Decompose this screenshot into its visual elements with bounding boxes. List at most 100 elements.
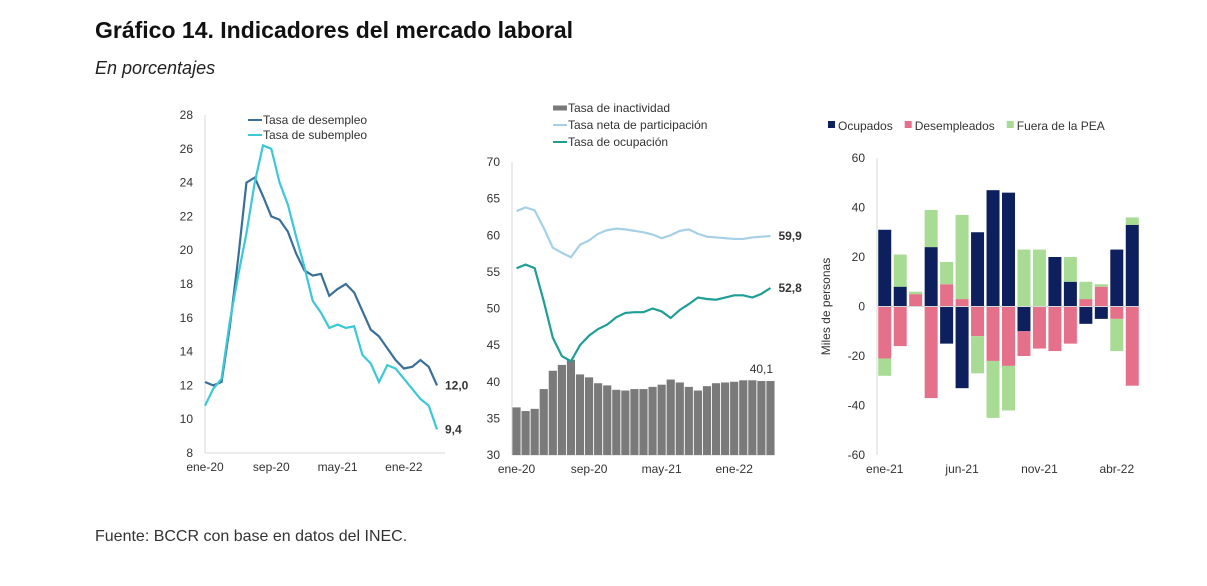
- bar-desempleados: [940, 284, 954, 307]
- bar-fuera-de-la-pea: [940, 261, 954, 285]
- bar-desempleados: [909, 294, 923, 307]
- bar-ocupados: [1079, 306, 1093, 324]
- bar-fuera-de-la-pea: [1063, 257, 1077, 282]
- y-tick-label: 60: [852, 151, 866, 165]
- bar-inactividad: [521, 411, 530, 455]
- bar-inactividad: [711, 383, 721, 455]
- bar-inactividad: [621, 390, 630, 455]
- bar-inactividad: [766, 381, 775, 455]
- bar-inactividad: [757, 381, 766, 455]
- x-tick-label: ene-21: [866, 462, 904, 476]
- bar-desempleados: [955, 299, 969, 307]
- bar-inactividad: [702, 386, 712, 455]
- y-tick-label: 20: [180, 243, 194, 257]
- legend-label: Ocupados: [838, 119, 893, 133]
- end-value-label: 59,9: [778, 229, 802, 243]
- chart-title: Gráfico 14. Indicadores del mercado labo…: [95, 17, 574, 43]
- legend-label: Tasa neta de participación: [568, 118, 707, 132]
- y-axis-label: Miles de personas: [819, 258, 833, 355]
- bar-desempleados: [1002, 306, 1015, 366]
- y-tick-label: 28: [180, 108, 194, 122]
- bar-desempleados: [1125, 306, 1139, 386]
- bar-desempleados: [1048, 306, 1062, 352]
- y-tick-label: 50: [487, 302, 501, 316]
- y-tick-label: 30: [487, 448, 501, 462]
- y-tick-label: 22: [180, 209, 194, 223]
- bar-desempleados: [986, 306, 1000, 361]
- bar-inactividad: [748, 380, 757, 455]
- y-tick-label: 18: [180, 277, 194, 291]
- bar-fuera-de-la-pea: [971, 336, 985, 374]
- bar-inactividad: [575, 374, 585, 455]
- x-tick-label: sep-20: [253, 460, 290, 474]
- x-tick-label: ene-20: [498, 462, 536, 476]
- source-note: Fuente: BCCR con base en datos del INEC.: [95, 528, 408, 545]
- bar-inactividad: [585, 377, 594, 455]
- y-tick-label: 10: [180, 412, 194, 426]
- line-tasa-de-ocupación: [516, 263, 772, 363]
- bar-ocupados: [878, 229, 892, 307]
- bar-fuera-de-la-pea: [878, 358, 892, 376]
- bar-desempleados: [971, 306, 985, 337]
- legend-label: Tasa de inactividad: [568, 101, 670, 115]
- y-tick-label: 60: [487, 228, 501, 242]
- y-tick-label: 24: [180, 176, 194, 190]
- bar-fuera-de-la-pea: [955, 214, 969, 300]
- bar-desempleados: [924, 306, 938, 399]
- x-tick-label: ene-22: [716, 462, 754, 476]
- bar-ocupados: [1094, 306, 1108, 319]
- y-tick-label: 16: [180, 311, 194, 325]
- bar-ocupados: [1110, 249, 1124, 307]
- y-tick-label: -60: [848, 448, 866, 462]
- bar-inactividad: [675, 382, 684, 455]
- bar-inactividad: [730, 381, 739, 455]
- bar-inactividad: [512, 407, 521, 455]
- bar-fuera-de-la-pea: [1017, 249, 1031, 307]
- chart-subtitle: En porcentajes: [95, 58, 216, 78]
- bar-fuera-de-la-pea: [1079, 281, 1093, 300]
- bar-desempleados: [1094, 286, 1108, 307]
- x-tick-label: nov-21: [1021, 462, 1058, 476]
- y-tick-label: 35: [487, 411, 501, 425]
- bar-fuera-de-la-pea: [1032, 249, 1046, 307]
- bar-ocupados: [971, 232, 985, 307]
- y-tick-label: 8: [186, 446, 193, 460]
- bar-inactividad: [539, 389, 548, 455]
- x-tick-label: sep-20: [571, 462, 608, 476]
- bar-inactividad: [657, 384, 666, 455]
- bar-ocupados: [955, 306, 969, 389]
- bar-inactividad: [739, 380, 748, 455]
- y-tick-label: -40: [848, 399, 866, 413]
- x-tick-label: ene-20: [186, 460, 224, 474]
- bar-desempleados: [1032, 306, 1046, 349]
- y-tick-label: 26: [180, 142, 194, 156]
- bar-fuera-de-la-pea: [1002, 365, 1015, 411]
- y-tick-label: 20: [852, 250, 866, 264]
- bar-desempleados: [893, 306, 907, 347]
- bar-fuera-de-la-pea: [893, 254, 907, 287]
- bar-inactividad: [693, 390, 702, 455]
- end-value-label: 12,0: [445, 378, 469, 392]
- bar-ocupados: [924, 247, 938, 307]
- end-value-label: 9,4: [445, 422, 462, 436]
- end-value-label: 52,8: [778, 281, 802, 295]
- bar-fuera-de-la-pea: [924, 209, 938, 248]
- bar-ocupados: [940, 306, 954, 344]
- legend-swatch: [1006, 121, 1014, 128]
- bar-ocupados: [1063, 281, 1077, 307]
- legend-label: Tasa de ocupación: [568, 135, 668, 149]
- y-tick-label: 65: [487, 192, 501, 206]
- legend-swatch: [904, 121, 912, 128]
- x-tick-label: may-21: [642, 462, 682, 476]
- bar-ocupados: [1125, 224, 1139, 307]
- bar-inactividad: [530, 408, 539, 455]
- bar-desempleados: [878, 306, 892, 359]
- legend-label: Fuera de la PEA: [1017, 119, 1105, 133]
- bar-ocupados: [1002, 192, 1015, 307]
- x-tick-label: jun-21: [944, 462, 979, 476]
- bar-desempleados: [1110, 306, 1124, 319]
- x-tick-label: ene-22: [385, 460, 423, 474]
- end-value-label: 40,1: [750, 362, 774, 376]
- bar-fuera-de-la-pea: [909, 291, 923, 295]
- bar-ocupados: [1048, 257, 1062, 307]
